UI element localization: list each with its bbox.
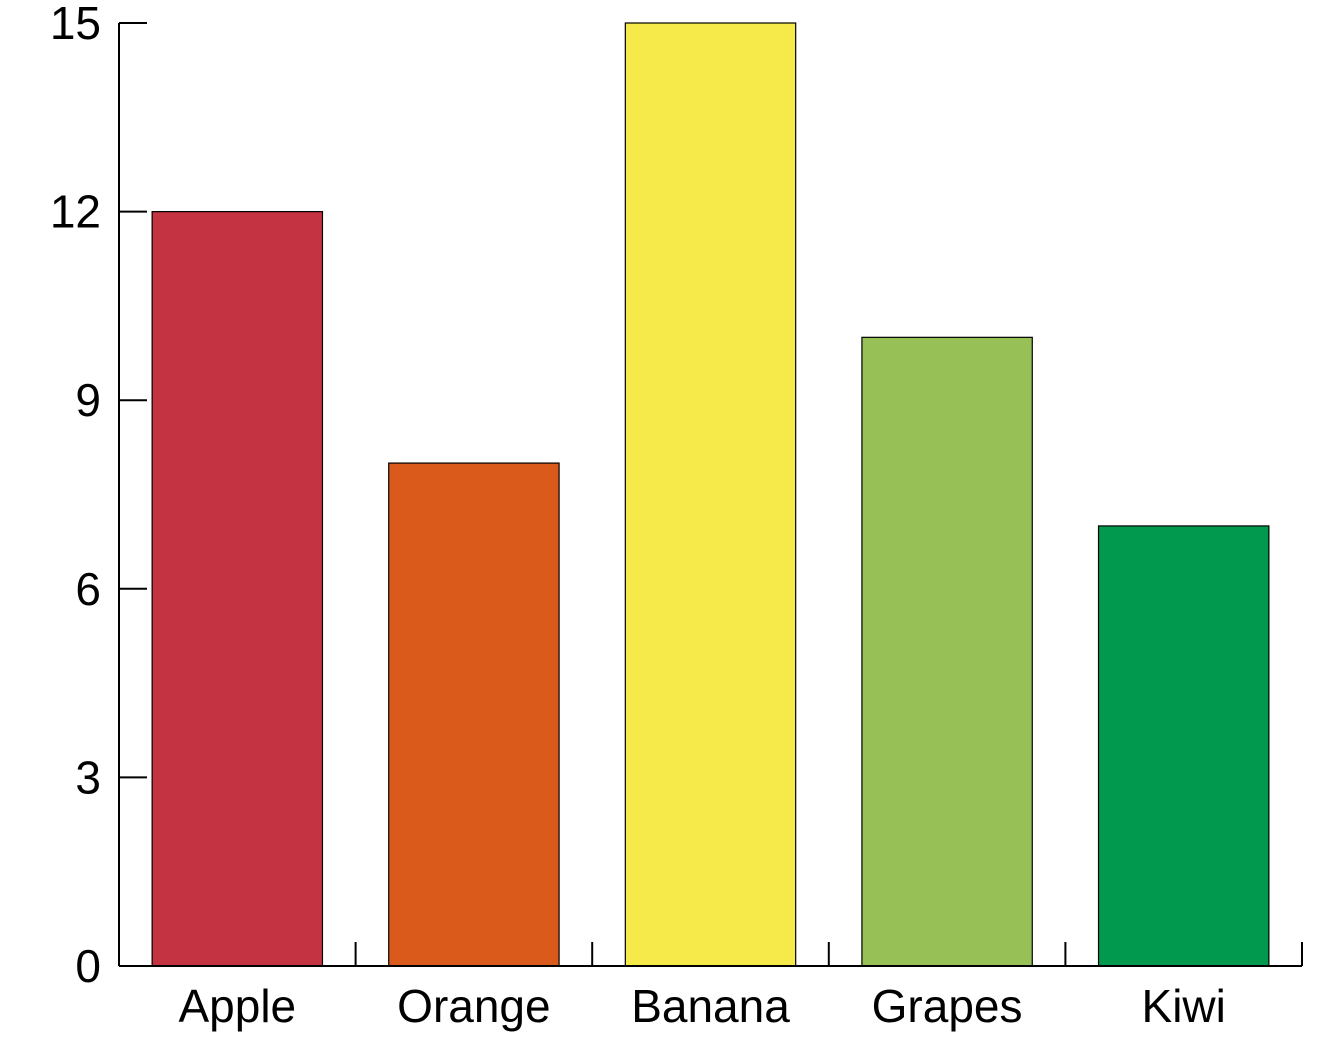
x-tick-label-orange: Orange [397, 980, 550, 1032]
bar-orange [388, 462, 560, 967]
y-tick-label: 15 [50, 0, 101, 49]
bars-layer [151, 22, 1270, 967]
axes-layer [118, 23, 1302, 967]
x-tick-label-apple: Apple [178, 980, 296, 1032]
y-tick-label: 0 [75, 940, 101, 992]
y-ticks-layer: 0 3 6 9 12 15 [50, 0, 147, 992]
x-tick-label-banana: Banana [631, 980, 790, 1032]
bar-kiwi [1097, 525, 1270, 967]
y-tick-label: 6 [75, 563, 101, 615]
bar-banana [624, 22, 797, 967]
y-tick-label: 12 [50, 186, 101, 238]
bar-apple [151, 211, 324, 967]
x-tick-label-kiwi: Kiwi [1142, 980, 1226, 1032]
bar-grapes [861, 336, 1033, 967]
x-ticks-layer: Apple Orange Banana Grapes Kiwi [178, 942, 1303, 1032]
y-tick-label: 3 [75, 751, 101, 803]
y-tick-label: 9 [75, 374, 101, 426]
x-tick-label-grapes: Grapes [872, 980, 1023, 1032]
